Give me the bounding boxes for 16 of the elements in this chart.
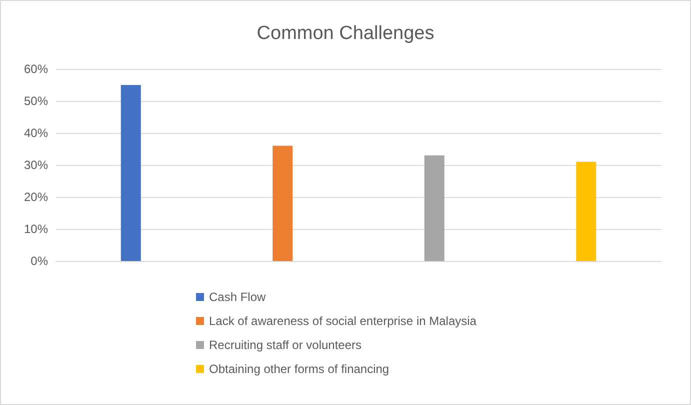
y-tick-label: 30% [24,158,48,172]
legend-label: Lack of awareness of social enterprise in Malaysia [209,314,477,328]
bar [272,146,293,261]
bar [424,155,444,261]
y-tick-label: 10% [24,222,48,236]
legend-label: Cash Flow [209,290,266,304]
bar [120,85,141,261]
bar [576,162,596,261]
y-tick-label: 60% [24,62,48,76]
y-tick-label: 0% [30,254,48,268]
y-tick-label: 40% [24,126,48,140]
chart-title: Common Challenges [256,23,434,44]
y-tick-label: 50% [24,94,48,108]
legend-label: Obtaining other forms of financing [209,362,390,376]
legend-label: Recruiting staff or volunteers [209,338,362,352]
y-tick-label: 20% [24,190,48,204]
